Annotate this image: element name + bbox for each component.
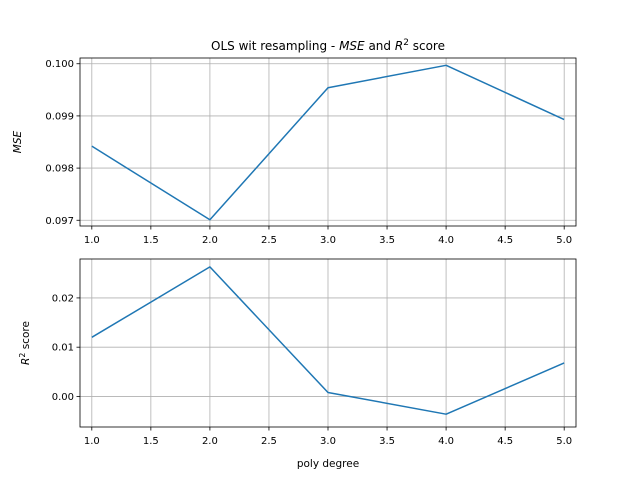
grid — [80, 259, 576, 427]
y-tick-label: 0.01 — [52, 343, 74, 354]
x-tick-label: 2.0 — [202, 235, 218, 246]
x-tick-label: 1.5 — [143, 235, 159, 246]
x-tick-label: 4.0 — [438, 235, 454, 246]
x-tick-label: 2.5 — [261, 235, 277, 246]
x-axis-label: poly degree — [297, 458, 359, 470]
x-tick-label: 3.0 — [320, 436, 336, 447]
x-tick-label: 2.5 — [261, 436, 277, 447]
x-tick-label: 1.5 — [143, 436, 159, 447]
y-tick-label: 0.097 — [45, 216, 74, 227]
x-tick-label: 4.5 — [497, 235, 513, 246]
series-line — [91, 266, 565, 415]
x-tick-label: 5.0 — [556, 235, 572, 246]
x-tick-label: 3.5 — [379, 436, 395, 447]
x-tick-label: 1.0 — [84, 436, 100, 447]
chart-title: OLS wit resampling - MSE and R2 score — [211, 38, 445, 53]
series-line — [91, 64, 565, 221]
y-axis-label: MSE — [12, 130, 24, 153]
x-tick-label: 1.0 — [84, 235, 100, 246]
x-tick-label: 3.5 — [379, 235, 395, 246]
x-tick-label: 4.0 — [438, 436, 454, 447]
y-tick-label: 0.00 — [52, 392, 74, 403]
y-tick-label: 0.100 — [45, 59, 74, 70]
subplot-2: 1.0 1.5 2.0 2.5 3.0 3.5 4.0 4.5 5.0 0.00 0.01 0.02 R… — [18, 258, 577, 470]
x-tick-label: 5.0 — [556, 436, 572, 447]
y-tick-label: 0.02 — [52, 293, 74, 304]
y-tick-label: 0.099 — [45, 111, 74, 122]
grid — [80, 58, 576, 226]
y-tick-label: 0.098 — [45, 164, 74, 175]
x-tick-label: 4.5 — [497, 436, 513, 447]
y-axis-label: R2 score — [18, 321, 33, 365]
x-tick-label: 2.0 — [202, 436, 218, 447]
x-tick-label: 3.0 — [320, 235, 336, 246]
subplot-1: 1.0 1.5 2.0 2.5 3.0 3.5 4.0 4.5 5.0 0.097 0.098 0.0… — [12, 38, 577, 246]
